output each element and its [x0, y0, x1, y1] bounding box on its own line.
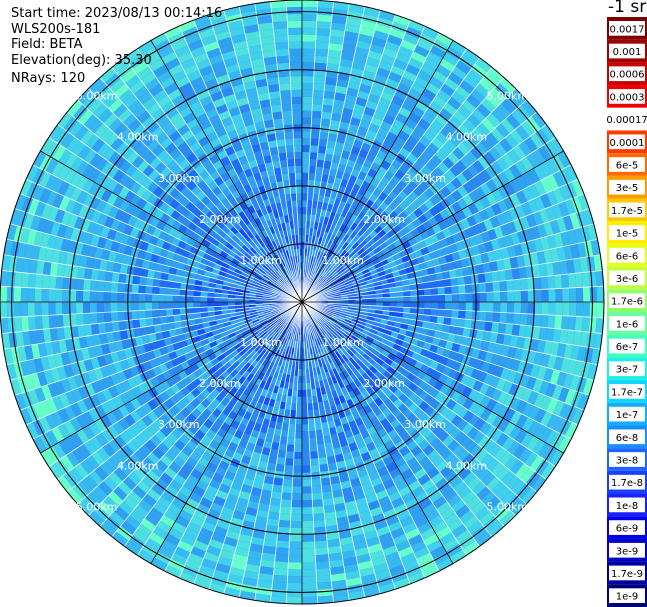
ring-label-4km: 4.00km [445, 131, 487, 144]
colorbar-label-box-6 [609, 157, 645, 172]
colorbar-label-14: 6e-7 [616, 342, 639, 353]
colorbar-label-box-9 [609, 225, 645, 240]
colorbar-label-box-25 [609, 588, 645, 603]
nrays-label: NRays: 120 [11, 71, 86, 86]
colorbar-label-box-5 [609, 134, 645, 150]
colorbar-label-8: 1.7e-5 [611, 206, 643, 217]
colorbar: 0.0017 0.001 0.0006 0.0003 0.00017 0.0001 6e-5… [607, 17, 647, 607]
ring-label-1km: 1.00km [240, 254, 282, 267]
radial-line-30deg [301, 40, 454, 303]
elevation-label: Elevation(deg): 35.30 [11, 53, 152, 68]
colorbar-label-box-14 [609, 338, 645, 354]
colorbar-label-7: 3e-5 [616, 183, 639, 194]
colorbar-label-box-15 [609, 361, 645, 377]
colorbar-label-17: 1e-7 [616, 410, 639, 421]
colorbar-label-24: 1.7e-9 [611, 569, 643, 580]
colorbar-label-box-20 [609, 474, 645, 490]
colorbar-title: -1 sr [608, 0, 647, 17]
colorbar-label-12: 1.7e-6 [611, 297, 643, 308]
ring-label-2km: 2.00km [363, 213, 405, 226]
ring-label-4km: 4.00km [117, 459, 159, 472]
ring-label-2km: 2.00km [199, 213, 241, 226]
radial-line-60deg [301, 150, 564, 303]
colorbar-label-15: 3e-7 [616, 365, 639, 376]
colorbar-label-6: 6e-5 [616, 161, 639, 172]
ring-label-2km: 2.00km [199, 377, 241, 390]
colorbar-label-box-19 [609, 452, 645, 467]
colorbar-label-box-12 [609, 293, 645, 308]
colorbar-label-box-17 [609, 406, 645, 422]
colorbar-label-13: 1e-6 [616, 319, 639, 330]
colorbar-label-box-7 [609, 179, 645, 195]
colorbar-label-box-4 [609, 111, 645, 127]
colorbar-label-box-8 [609, 202, 645, 218]
ring-label-3km: 3.00km [158, 172, 200, 185]
colorbar-label-25: 1e-9 [616, 592, 639, 603]
colorbar-label-box-16 [609, 384, 645, 399]
colorbar-label-2: 0.0006 [610, 70, 645, 81]
colorbar-label-10: 6e-6 [616, 251, 639, 262]
colorbar-label-16: 1.7e-7 [611, 387, 643, 398]
radial-line-300deg [40, 150, 303, 303]
ring-label-1km: 1.00km [322, 254, 364, 267]
ring-label-4km: 4.00km [445, 459, 487, 472]
colorbar-label-22: 6e-9 [616, 524, 639, 535]
start-time-label: Start time: 2023/08/13 00:14:16 [11, 6, 223, 21]
colorbar-label-box-2 [609, 66, 645, 82]
colorbar-label-5: 0.0001 [610, 138, 645, 149]
radial-line-210deg [150, 301, 303, 564]
ring-label-5km: 5.00km [487, 90, 529, 103]
colorbar-label-23: 3e-9 [616, 546, 639, 557]
colorbar-label-19: 3e-8 [616, 456, 639, 467]
colorbar-label-3: 0.0003 [610, 92, 645, 103]
colorbar-label-box-1 [609, 43, 645, 59]
colorbar-label-box-0 [609, 21, 645, 36]
polar-ppi-plot: 1.00km 1.00km 1.00km 1.00km 2.00km 2.00km 2.00… [0, 0, 605, 605]
ring-label-3km: 3.00km [404, 418, 446, 431]
radial-line-150deg [301, 301, 454, 564]
colorbar-label-20: 1.7e-8 [611, 478, 643, 489]
colorbar-label-box-22 [609, 520, 645, 535]
ring-label-5km: 5.00km [76, 500, 118, 513]
colorbar-label-box-11 [609, 270, 645, 286]
ring-label-1km: 1.00km [322, 336, 364, 349]
colorbar-label-box-23 [609, 542, 645, 558]
instrument-label: WLS200s-181 [11, 22, 101, 37]
colorbar-label-box-24 [609, 565, 645, 581]
colorbar-label-box-13 [609, 316, 645, 331]
colorbar-label-0: 0.0017 [610, 24, 645, 35]
colorbar-label-box-21 [609, 497, 645, 513]
radial-line-120deg [301, 301, 564, 454]
ring-label-5km: 5.00km [487, 500, 529, 513]
plot-border [0, 0, 605, 605]
radial-line-330deg [150, 40, 303, 303]
ring-label-3km: 3.00km [404, 172, 446, 185]
colorbar-label-18: 6e-8 [616, 433, 639, 444]
colorbar-label-4: 0.00017 [607, 115, 647, 126]
field-label: Field: BETA [11, 37, 83, 52]
colorbar-label-box-3 [609, 89, 645, 104]
ring-label-4km: 4.00km [117, 131, 159, 144]
ring-label-2km: 2.00km [363, 377, 405, 390]
colorbar-label-9: 1e-5 [616, 229, 639, 240]
radial-line-240deg [40, 301, 303, 454]
ring-label-3km: 3.00km [158, 418, 200, 431]
colorbar-label-box-10 [609, 247, 645, 263]
ring-label-5km: 5.00km [76, 90, 118, 103]
colorbar-label-box-18 [609, 429, 645, 445]
ring-label-1km: 1.00km [240, 336, 282, 349]
colorbar-label-21: 1e-8 [616, 501, 639, 512]
colorbar-label-1: 0.001 [613, 47, 642, 58]
colorbar-label-11: 3e-6 [616, 274, 639, 285]
